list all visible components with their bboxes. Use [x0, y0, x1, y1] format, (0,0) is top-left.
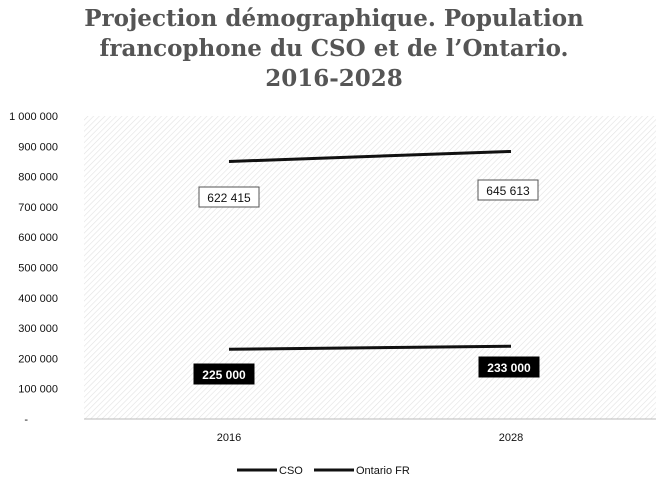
series-line-cso — [228, 344, 512, 351]
series-lines — [228, 149, 512, 351]
y-tick-label: 900 000 — [18, 141, 58, 153]
plot-area — [84, 116, 656, 419]
y-tick-label: 500 000 — [18, 263, 58, 275]
data-labels: 225 000 233 000 622 415 645 613 — [193, 179, 540, 385]
data-label: 225 000 — [202, 368, 246, 382]
legend-label: Ontario FR — [356, 465, 410, 477]
chart-title: Projection démographique. Population fra… — [0, 4, 668, 94]
y-tick-label: 100 000 — [18, 384, 58, 396]
y-tick-label: 300 000 — [18, 323, 58, 335]
y-tick-label: 200 000 — [18, 353, 58, 365]
data-label-box — [193, 363, 255, 385]
data-label: 233 000 — [487, 361, 531, 375]
y-tick-label: - — [24, 414, 28, 426]
y-axis-ticks: - 100 000 200 000 300 000 400 000 500 000 600 … — [9, 111, 58, 426]
y-tick-label: 1 000 000 — [9, 111, 58, 123]
x-tick-label: 2028 — [499, 432, 523, 444]
data-label-box — [198, 186, 260, 208]
y-tick-label: 400 000 — [18, 293, 58, 305]
y-tick-label: 800 000 — [18, 172, 58, 184]
x-tick-label: 2016 — [217, 432, 241, 444]
data-label: 622 415 — [207, 191, 251, 205]
chart-title-line-1: Projection démographique. Population — [84, 5, 584, 32]
legend-label: CSO — [279, 465, 303, 477]
x-axis-ticks: 2016 2028 — [217, 432, 523, 444]
chart-title-line-2: francophone du CSO et de l’Ontario. — [99, 35, 569, 62]
series-line-ontario-fr — [228, 149, 512, 163]
y-tick-label: 700 000 — [18, 202, 58, 214]
data-label: 645 613 — [486, 184, 530, 198]
data-label-box — [478, 356, 540, 378]
chart-title-line-3: 2016-2028 — [265, 65, 403, 92]
legend: CSO Ontario FR — [237, 465, 410, 477]
y-tick-label: 600 000 — [18, 232, 58, 244]
data-label-box — [477, 179, 539, 201]
